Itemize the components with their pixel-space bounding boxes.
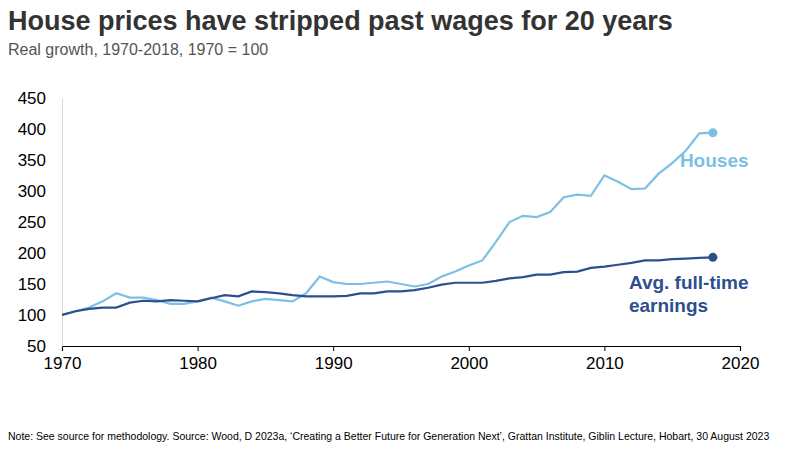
x-tick-label: 1980 xyxy=(179,354,217,373)
y-tick: 150 xyxy=(18,275,62,294)
x-tick: 2020 xyxy=(722,346,760,373)
y-tick: 100 xyxy=(18,306,62,325)
plot-area xyxy=(62,128,717,315)
x-tick-mark xyxy=(333,346,334,351)
x-tick-mark xyxy=(469,346,470,351)
x-tick-label: 1970 xyxy=(44,354,82,373)
y-tick-label: 300 xyxy=(18,182,46,201)
y-tick: 400 xyxy=(18,120,62,139)
y-tick-label: 250 xyxy=(18,213,46,232)
y-tick-label: 450 xyxy=(18,89,46,108)
x-tick-label: 2010 xyxy=(586,354,624,373)
x-tick-mark xyxy=(740,346,741,351)
y-tick-label: 150 xyxy=(18,275,46,294)
x-axis-line xyxy=(63,347,741,352)
x-tick-mark xyxy=(604,346,605,351)
y-axis: 50 100 150 200 250 300 350 400 450 xyxy=(18,89,63,356)
series-line xyxy=(62,257,713,315)
y-tick: 200 xyxy=(18,244,62,263)
series-labels: Houses Avg. full-timeearnings xyxy=(629,150,749,317)
x-tick-label: 1990 xyxy=(315,354,353,373)
y-tick: 450 xyxy=(18,89,62,108)
x-tick: 1970 xyxy=(44,346,82,373)
y-tick-label: 400 xyxy=(18,120,46,139)
y-tick: 300 xyxy=(18,182,62,201)
x-tick: 2000 xyxy=(450,346,488,373)
y-tick: 50 xyxy=(27,337,62,356)
y-tick-label: 50 xyxy=(27,337,46,356)
end-point xyxy=(708,128,717,137)
y-tick: 350 xyxy=(18,151,62,170)
x-tick: 1990 xyxy=(315,346,353,373)
y-tick-label: 200 xyxy=(18,244,46,263)
x-tick: 2010 xyxy=(586,346,624,373)
x-tick: 1980 xyxy=(179,346,217,373)
title: House prices have stripped past wages fo… xyxy=(8,6,673,36)
end-point xyxy=(708,253,717,262)
note: Note: See source for methodology. Source… xyxy=(8,430,769,442)
y-tick: 250 xyxy=(18,213,62,232)
series-label: Houses xyxy=(680,150,749,171)
series-label: Avg. full-timeearnings xyxy=(629,272,749,316)
series-line xyxy=(62,133,713,315)
subtitle: Real growth, 1970-2018, 1970 = 100 xyxy=(8,41,268,58)
x-tick-label: 2020 xyxy=(722,354,760,373)
x-tick-mark xyxy=(198,346,199,351)
x-axis: 1970 1980 1990 2000 2010 2020 xyxy=(44,346,760,373)
y-axis-line xyxy=(62,99,63,347)
x-tick-label: 2000 xyxy=(450,354,488,373)
x-tick-mark xyxy=(62,346,63,351)
y-tick-label: 350 xyxy=(18,151,46,170)
y-tick-label: 100 xyxy=(18,306,46,325)
